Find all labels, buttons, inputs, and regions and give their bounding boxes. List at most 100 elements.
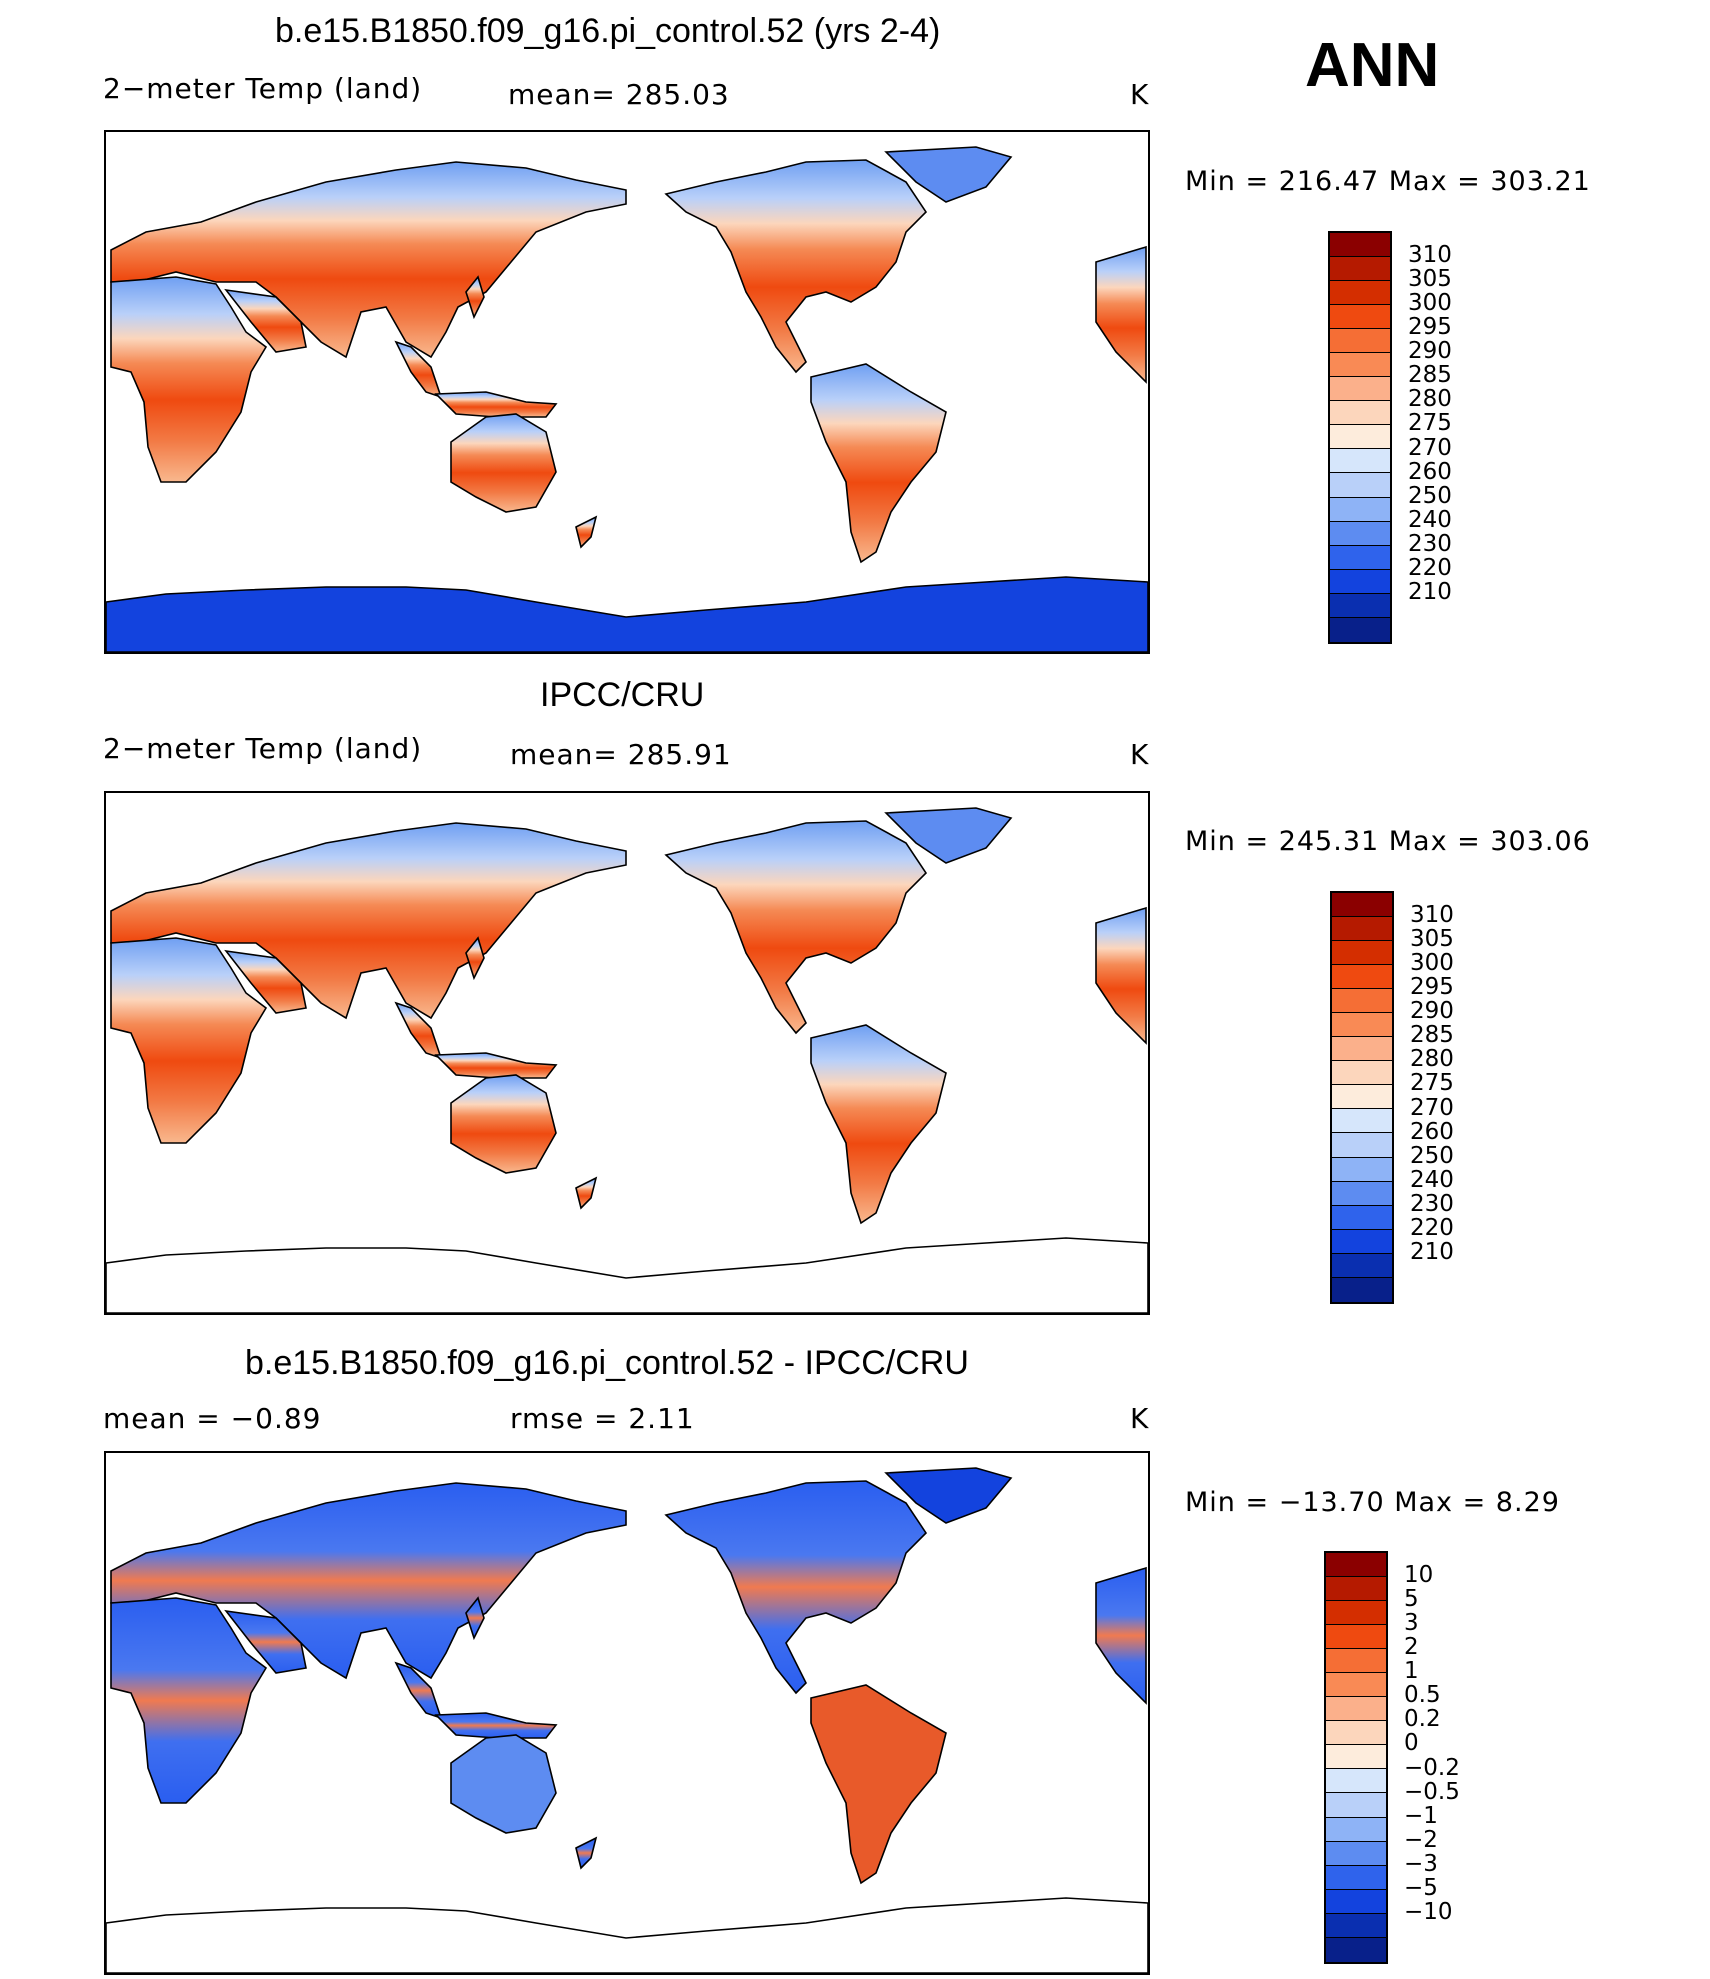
panel1-variable-label: 2−meter Temp (land) bbox=[103, 72, 423, 105]
panel3-map bbox=[104, 1451, 1150, 1975]
landmass-japan bbox=[465, 1596, 485, 1641]
colorbar-tick-label: 10 bbox=[1404, 1562, 1434, 1589]
colorbar-tick-label: 230 bbox=[1408, 530, 1452, 557]
colorbar-tick-label: −5 bbox=[1404, 1874, 1438, 1901]
panel3-minmax: Min = −13.70 Max = 8.29 bbox=[1185, 1487, 1560, 1518]
colorbar-swatch bbox=[1330, 545, 1390, 570]
colorbar-tick-label: 220 bbox=[1408, 554, 1452, 581]
colorbar-swatch bbox=[1330, 521, 1390, 546]
panel3-title: b.e15.B1850.f09_g16.pi_control.52 - IPCC… bbox=[245, 1344, 969, 1382]
landmass-namerica bbox=[664, 820, 928, 1035]
colorbar-tick-label: −0.5 bbox=[1404, 1778, 1460, 1805]
landmass-greenland bbox=[884, 1467, 1013, 1524]
colorbar-tick-label: 0.5 bbox=[1404, 1682, 1441, 1709]
colorbar-swatch bbox=[1332, 1253, 1392, 1278]
panel3-rmse-label: rmse = 2.11 bbox=[510, 1402, 695, 1435]
colorbar-tick-label: 0 bbox=[1404, 1730, 1419, 1757]
landmass-eurasia bbox=[110, 1482, 627, 1680]
landmass-samerica bbox=[810, 1684, 947, 1885]
colorbar-swatch bbox=[1332, 1157, 1392, 1182]
colorbar-tick-label: 280 bbox=[1410, 1046, 1454, 1073]
colorbar-swatch bbox=[1332, 1277, 1392, 1302]
landmass-africa bbox=[110, 1597, 268, 1804]
landmass-wafrica bbox=[1095, 906, 1147, 1045]
landmass-japan bbox=[465, 936, 485, 981]
landmass-arabia bbox=[224, 1609, 307, 1674]
season-label: ANN bbox=[1305, 31, 1440, 100]
landmass-indonesia bbox=[434, 1712, 558, 1739]
colorbar-tick-label: 240 bbox=[1410, 1166, 1454, 1193]
colorbar-tick-label: 300 bbox=[1408, 290, 1452, 317]
colorbar-swatch bbox=[1332, 1205, 1392, 1230]
landmass-eurasia bbox=[110, 822, 627, 1020]
colorbar-tick-label: 275 bbox=[1408, 410, 1452, 437]
colorbar-swatch bbox=[1326, 1553, 1386, 1578]
colorbar-tick-label: 305 bbox=[1410, 926, 1454, 953]
colorbar-swatch bbox=[1332, 1085, 1392, 1110]
landmass-namerica bbox=[664, 1480, 928, 1695]
colorbar-swatch bbox=[1330, 353, 1390, 378]
colorbar-swatch bbox=[1332, 1181, 1392, 1206]
colorbar-tick-label: 3 bbox=[1404, 1610, 1419, 1637]
landmass-australia bbox=[450, 1074, 557, 1174]
colorbar-swatch bbox=[1326, 1745, 1386, 1770]
colorbar-swatch bbox=[1330, 473, 1390, 498]
colorbar-swatch bbox=[1330, 329, 1390, 354]
colorbar-tick-label: 295 bbox=[1408, 314, 1452, 341]
landmass-eurasia bbox=[110, 161, 627, 359]
landmass-arabia bbox=[224, 949, 307, 1014]
landmass-arabia bbox=[224, 288, 307, 353]
landmass-africa bbox=[110, 276, 268, 483]
colorbar-swatch bbox=[1332, 941, 1392, 966]
colorbar-tick-label: 5 bbox=[1404, 1586, 1419, 1613]
colorbar-swatch bbox=[1330, 257, 1390, 282]
panel3-map-plot bbox=[106, 1467, 1148, 1973]
colorbar-tick-label: 260 bbox=[1408, 458, 1452, 485]
panel1-minmax: Min = 216.47 Max = 303.21 bbox=[1185, 166, 1591, 197]
colorbar-tick-label: 210 bbox=[1410, 1238, 1454, 1265]
landmass-nz bbox=[575, 1176, 598, 1210]
panel1-map-plot bbox=[106, 146, 1148, 652]
landmass-africa bbox=[110, 937, 268, 1144]
panel3-colorbar bbox=[1324, 1551, 1388, 1964]
colorbar-swatch bbox=[1326, 1841, 1386, 1866]
colorbar-tick-label: 310 bbox=[1408, 242, 1452, 269]
landmass-greenland bbox=[884, 146, 1013, 203]
landmass-nz bbox=[575, 1836, 598, 1870]
colorbar-tick-label: 285 bbox=[1410, 1022, 1454, 1049]
colorbar-swatch bbox=[1326, 1697, 1386, 1722]
colorbar-swatch bbox=[1330, 401, 1390, 426]
landmass-greenland bbox=[884, 807, 1013, 864]
panel2-map-plot bbox=[106, 807, 1148, 1313]
landmass-japan bbox=[465, 275, 485, 320]
landmass-nz bbox=[575, 515, 598, 549]
panel2-map bbox=[104, 791, 1150, 1315]
colorbar-tick-label: −2 bbox=[1404, 1826, 1438, 1853]
colorbar-swatch bbox=[1330, 569, 1390, 594]
colorbar-swatch bbox=[1326, 1649, 1386, 1674]
colorbar-swatch bbox=[1332, 1013, 1392, 1038]
landmass-antarctica bbox=[106, 1237, 1148, 1313]
colorbar-tick-label: 285 bbox=[1408, 362, 1452, 389]
colorbar-tick-label: 270 bbox=[1410, 1094, 1454, 1121]
colorbar-tick-label: −3 bbox=[1404, 1850, 1438, 1877]
colorbar-swatch bbox=[1332, 1061, 1392, 1086]
panel2-mean-label: mean= 285.91 bbox=[510, 738, 732, 771]
panel2-title: IPCC/CRU bbox=[540, 676, 705, 714]
colorbar-swatch bbox=[1326, 1817, 1386, 1842]
colorbar-tick-label: 275 bbox=[1410, 1070, 1454, 1097]
colorbar-tick-label: 2 bbox=[1404, 1634, 1419, 1661]
colorbar-swatch bbox=[1332, 917, 1392, 942]
colorbar-tick-label: 290 bbox=[1408, 338, 1452, 365]
landmass-samerica bbox=[810, 1024, 947, 1225]
colorbar-swatch bbox=[1330, 449, 1390, 474]
landmass-antarctica bbox=[106, 576, 1148, 652]
landmass-namerica bbox=[664, 159, 928, 374]
colorbar-swatch bbox=[1326, 1793, 1386, 1818]
colorbar-swatch bbox=[1326, 1913, 1386, 1938]
colorbar-swatch bbox=[1332, 989, 1392, 1014]
landmass-wafrica bbox=[1095, 1566, 1147, 1705]
panel1-colorbar bbox=[1328, 231, 1392, 644]
colorbar-swatch bbox=[1332, 1109, 1392, 1134]
colorbar-tick-label: 0.2 bbox=[1404, 1706, 1441, 1733]
